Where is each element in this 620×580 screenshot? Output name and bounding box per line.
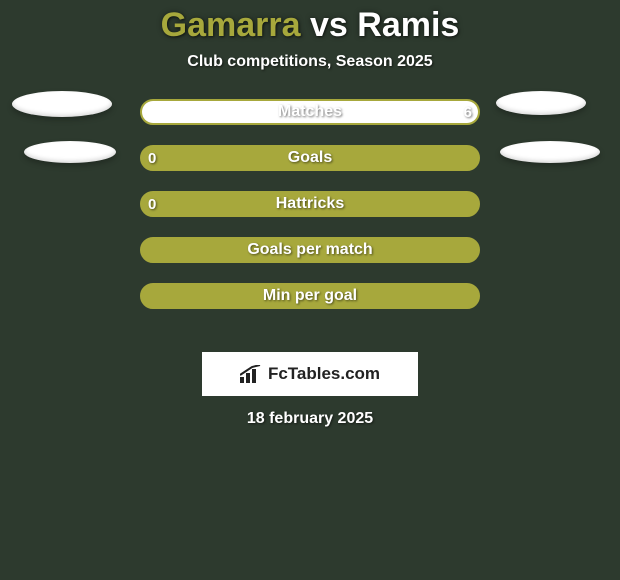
player-a-name: Gamarra bbox=[161, 6, 301, 44]
stat-rows: Matches6Goals0Hattricks0Goals per matchM… bbox=[0, 99, 620, 329]
stat-bar: Hattricks bbox=[140, 191, 480, 217]
stat-label: Goals per match bbox=[142, 239, 478, 261]
right-ellipse bbox=[500, 141, 600, 163]
stat-label: Goals bbox=[142, 147, 478, 169]
stat-value-left: 0 bbox=[148, 191, 156, 217]
comparison-canvas: Gamarra vs Ramis Club competitions, Seas… bbox=[0, 0, 620, 580]
stat-bar: Goals per match bbox=[140, 237, 480, 263]
stat-bar: Min per goal bbox=[140, 283, 480, 309]
stat-value-right: 6 bbox=[464, 99, 472, 125]
vs-text: vs bbox=[310, 6, 348, 44]
stat-row: Goals per match bbox=[0, 237, 620, 283]
right-ellipse bbox=[496, 91, 586, 115]
stat-value-left: 0 bbox=[148, 145, 156, 171]
subtitle: Club competitions, Season 2025 bbox=[0, 53, 620, 71]
player-b-name: Ramis bbox=[357, 6, 459, 44]
brand-text: FcTables.com bbox=[268, 364, 380, 384]
brand-box: FcTables.com bbox=[202, 352, 418, 396]
stat-row: Goals0 bbox=[0, 145, 620, 191]
date-text: 18 february 2025 bbox=[0, 410, 620, 428]
stat-label: Hattricks bbox=[142, 193, 478, 215]
left-ellipse bbox=[12, 91, 112, 117]
brand-chart-icon bbox=[240, 365, 262, 383]
stat-bar: Matches bbox=[140, 99, 480, 125]
stat-bar: Goals bbox=[140, 145, 480, 171]
left-ellipse bbox=[24, 141, 116, 163]
stat-row: Min per goal bbox=[0, 283, 620, 329]
stat-label: Matches bbox=[142, 101, 478, 123]
stat-row: Hattricks0 bbox=[0, 191, 620, 237]
stat-label: Min per goal bbox=[142, 285, 478, 307]
stat-row: Matches6 bbox=[0, 99, 620, 145]
page-title: Gamarra vs Ramis bbox=[0, 0, 620, 45]
